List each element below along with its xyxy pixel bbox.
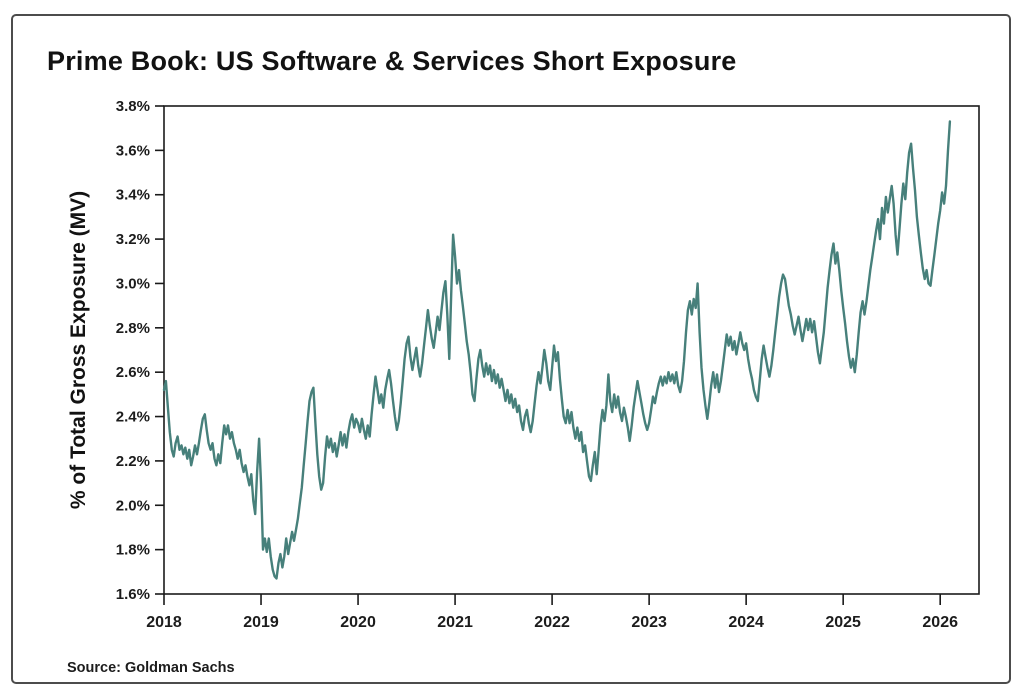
y-tick-label: 1.8% <box>116 542 150 559</box>
x-tick-label: 2025 <box>825 614 861 631</box>
x-tick-label: 2019 <box>243 614 279 631</box>
y-tick-label: 3.0% <box>116 275 150 292</box>
y-axis-title: % of Total Gross Exposure (MV) <box>67 191 90 509</box>
line-chart: % of Total Gross Exposure (MV) 3.8%3.6%3… <box>67 98 980 631</box>
x-tick-label: 2026 <box>922 614 958 631</box>
y-axis-ticks: 3.8% 3.6% 3.4% 3.2% 3.0% 2.8% 2.6% 2.4% 2.2% 2.0%… <box>116 98 164 603</box>
y-tick-label: 2.2% <box>116 453 150 470</box>
source-note: Source: Goldman Sachs <box>67 660 235 676</box>
x-tick-label: 2020 <box>340 614 376 631</box>
x-axis-ticks: 2018 2019 2020 2021 2022 2023 2024 2025 2026 <box>146 594 958 631</box>
figure-frame: Prime Book: US Software & Services Short… <box>11 14 1011 684</box>
y-tick-label: 2.4% <box>116 409 150 426</box>
x-tick-label: 2018 <box>146 614 182 631</box>
y-tick-label: 3.8% <box>116 98 150 115</box>
y-tick-label: 2.0% <box>116 497 150 514</box>
x-tick-label: 2021 <box>437 614 473 631</box>
y-tick-label: 3.6% <box>116 142 150 159</box>
y-tick-label: 1.6% <box>116 586 150 603</box>
y-tick-label: 3.2% <box>116 231 150 248</box>
x-tick-label: 2023 <box>631 614 667 631</box>
x-tick-label: 2024 <box>728 614 764 631</box>
plot-frame <box>163 105 980 595</box>
chart-title: Prime Book: US Software & Services Short… <box>47 46 737 76</box>
short-exposure-line <box>162 120 952 580</box>
y-tick-label: 3.4% <box>116 187 150 204</box>
x-tick-label: 2022 <box>534 614 570 631</box>
y-tick-label: 2.8% <box>116 320 150 337</box>
y-tick-label: 2.6% <box>116 364 150 381</box>
plot-area: 3.8% 3.6% 3.4% 3.2% 3.0% 2.8% 2.6% 2.4% 2.2% 2.0%… <box>116 98 980 631</box>
